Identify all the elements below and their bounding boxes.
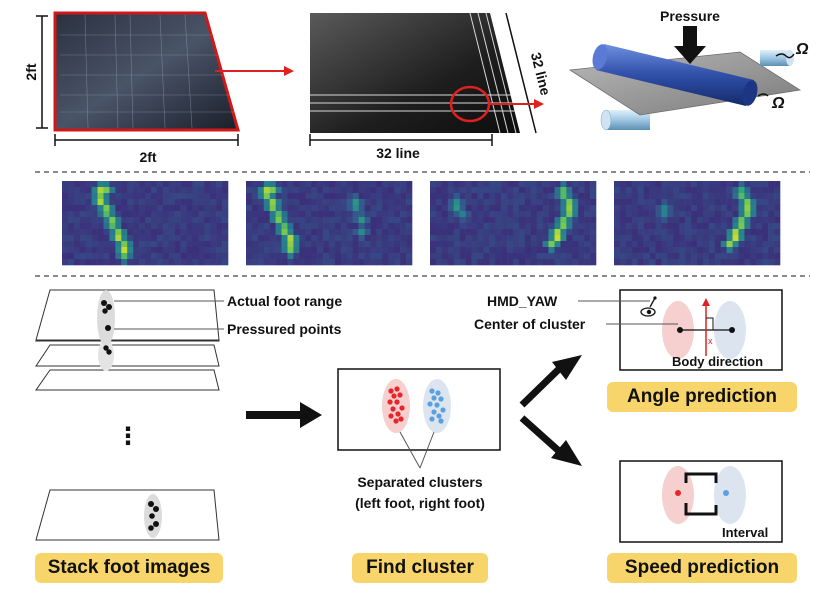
interval-bracket [684,472,718,516]
grid-bottom-dimension [309,134,493,146]
foot-range-ellipse [97,290,115,346]
angle-box: x [619,289,783,371]
ohm-top-label: Ω [795,41,809,58]
pressure-label: Pressure [660,8,720,24]
grid-side-label: 32 line [528,51,554,97]
heatmap-panel [430,181,597,266]
stack-to-cluster-arrow [246,402,322,428]
pressure-arrow [674,26,706,64]
body-direction-label: Body direction [672,354,763,369]
top-roller [592,44,758,106]
bottom-roller [600,109,650,131]
grid-bottom-label: 32 line [376,145,420,161]
clusters-caption-line1: Separated clusters [357,474,482,490]
stack-frame-1 [35,289,220,341]
clusters-caption-line2: (left foot, right foot) [355,495,485,511]
pressure-roller-illustration [568,26,802,131]
actual-foot-range-label: Actual foot range [227,293,342,309]
hmd-yaw-label: HMD_YAW [487,293,558,309]
pressure-heatmap-row [62,181,781,266]
branch-arrowhead-up [552,355,582,380]
eye-icon [640,296,657,317]
center-of-cluster-label: Center of cluster [474,316,586,332]
svg-text:x: x [708,336,713,346]
sensor-mat-photo [53,11,240,132]
branch-line-down [519,415,563,455]
branch-line-up [519,365,563,408]
mat-bottom-label: 2ft [139,149,156,165]
stacked-foot-images [35,289,224,541]
find-cluster-badge: Find cluster [352,553,488,583]
heatmap-panel [246,181,413,266]
ohm-wire-bottom [757,93,769,97]
angle-prediction-badge: Angle prediction [607,382,797,412]
ohm-bottom-label: Ω [771,95,785,112]
pressured-points [101,300,112,355]
stack-frame-3 [35,344,220,367]
speed-prediction-badge: Speed prediction [607,553,797,583]
ohm-wire-top [775,53,795,59]
interval-label: Interval [722,525,768,540]
heatmap-panel [62,181,229,266]
cluster-box [337,368,501,469]
stack-frame-4 [35,369,220,391]
speed-box [619,460,783,543]
stack-frame-last [35,489,220,541]
stack-foot-images-badge: Stack foot images [35,553,223,583]
sensor-grid-schematic [310,12,520,134]
pressured-points-label: Pressured points [227,321,342,337]
stack-ellipsis: ⋮ [116,423,140,450]
right-cluster-points [427,388,446,424]
mat-side-label: 2ft [23,63,39,80]
mat-side-dimension [36,15,48,129]
grid-side-dimension [505,12,537,134]
left-cluster-points [387,386,405,424]
mat-bottom-dimension [54,134,239,146]
heatmap-panel [614,181,781,266]
branch-arrowhead-down [551,440,582,466]
